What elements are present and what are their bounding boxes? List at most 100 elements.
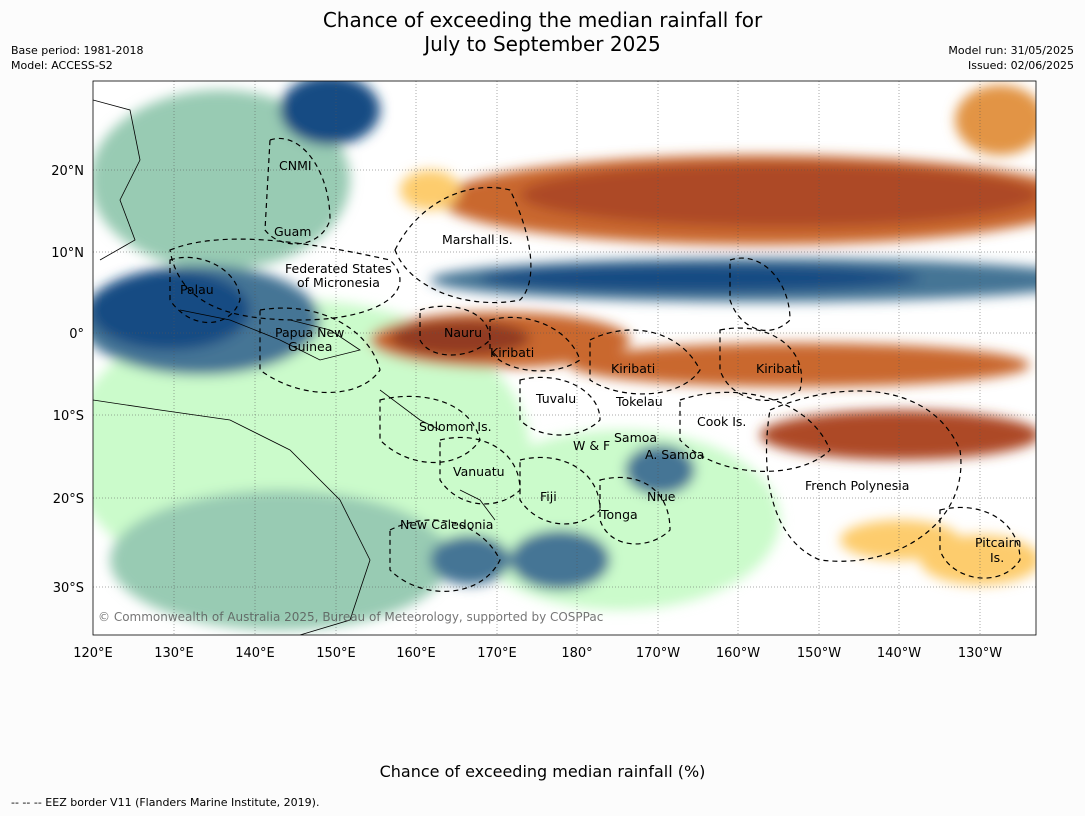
- eez-png: [259, 307, 381, 393]
- field-blue-band-core: [480, 264, 920, 292]
- eez-legend: -- -- -- EEZ border V11 (Flanders Marine…: [11, 796, 320, 809]
- graticule: [93, 81, 1036, 635]
- field-yellow-marshall: [400, 170, 460, 210]
- eez-fiji: [519, 456, 601, 525]
- field-dry-eq-core: [390, 320, 530, 356]
- field-teal-north: [93, 90, 350, 270]
- x-tick-label: 130°E: [154, 646, 194, 661]
- x-axis-ticks: 120°E 130°E 140°E 150°E 160°E 170°E 180° 170°W 1…: [73, 646, 1002, 661]
- colorbar-label: Chance of exceeding median rainfall (%): [379, 762, 706, 781]
- region-label: Kiribati: [611, 361, 655, 376]
- region-label: Federated States: [285, 261, 392, 276]
- rainfall-field: [93, 81, 1036, 630]
- title-line-2: July to September 2025: [424, 32, 661, 56]
- rainfall-map: © Commonwealth of Australia 2025, Bureau…: [51, 80, 1037, 661]
- y-axis-ticks: 20°N 10°N 0° 10°S 20°S 30°S: [51, 164, 84, 596]
- x-tick-label: 120°E: [73, 646, 113, 661]
- eez-tuvalu: [519, 376, 601, 436]
- eez-nauru: [419, 305, 491, 356]
- region-label: Vanuatu: [453, 464, 505, 479]
- coast-solomons: [379, 389, 441, 431]
- eez-palau: [169, 256, 241, 323]
- field-teal-south: [110, 490, 450, 630]
- region-label: Niue: [647, 489, 676, 504]
- eez-borders: [169, 137, 1021, 592]
- field-dry-southeast: [760, 410, 1036, 460]
- x-tick-label: 130°W: [958, 646, 1002, 661]
- meta-left: Base period: 1981-2018 Model: ACCESS-S2: [11, 43, 143, 73]
- x-tick-label: 160°E: [396, 646, 436, 661]
- model-run: Model run: 31/05/2025: [948, 44, 1074, 57]
- region-label: Papua New: [275, 325, 344, 340]
- copyright-text: © Commonwealth of Australia 2025, Bureau…: [98, 610, 603, 624]
- y-tick-label: 20°S: [53, 492, 84, 507]
- field-blue-south-1: [510, 530, 610, 590]
- region-label: CNMI: [279, 158, 312, 173]
- eez-french-polynesia: [765, 390, 962, 562]
- y-tick-label: 10°S: [53, 409, 84, 424]
- eez-line-islands: [729, 257, 791, 331]
- field-blue-west-core: [93, 270, 250, 350]
- region-label: W & F: [573, 438, 610, 453]
- region-label: of Micronesia: [297, 275, 380, 290]
- region-label: Kiribati: [490, 345, 534, 360]
- region-label: French Polynesia: [805, 478, 909, 493]
- base-period: Base period: 1981-2018: [11, 44, 144, 57]
- coastlines: [93, 99, 496, 635]
- field-blue-south-2: [430, 535, 510, 585]
- field-blue-northwest: [280, 81, 380, 145]
- coast-philippines: [93, 99, 141, 261]
- x-tick-label: 150°E: [316, 646, 356, 661]
- eez-marshall: [394, 186, 532, 304]
- region-label: Is.: [990, 550, 1004, 565]
- x-tick-label: 140°E: [235, 646, 275, 661]
- x-tick-label: 170°E: [477, 646, 517, 661]
- region-label: Fiji: [540, 489, 557, 504]
- field-blue-samoa: [625, 445, 695, 495]
- x-tick-label: 160°W: [716, 646, 760, 661]
- y-tick-label: 30°S: [53, 581, 84, 596]
- field-orange-northeast: [955, 85, 1036, 155]
- region-label: New Caledonia: [400, 517, 493, 532]
- coast-new-caledonia: [459, 489, 496, 521]
- map-frame: [92, 80, 1037, 636]
- eez-kiribati-west: [489, 316, 581, 372]
- eez-new-caledonia: [389, 519, 501, 592]
- field-dry-north-core: [520, 163, 1036, 227]
- issued-date: Issued: 02/06/2025: [967, 59, 1074, 72]
- field-dry-eq-east: [570, 343, 1030, 387]
- region-label: Palau: [180, 282, 214, 297]
- region-label: Nauru: [444, 325, 482, 340]
- region-label: Guinea: [288, 339, 332, 354]
- region-label: Samoa: [614, 430, 657, 445]
- x-tick-label: 170°W: [636, 646, 680, 661]
- x-tick-label: 140°W: [877, 646, 921, 661]
- eez-pitcairn: [939, 506, 1021, 579]
- model-name: Model: ACCESS-S2: [11, 59, 113, 72]
- x-tick-label: 150°W: [797, 646, 841, 661]
- region-label: Tuvalu: [535, 391, 576, 406]
- region-label: Cook Is.: [697, 414, 746, 429]
- region-label: Tokelau: [615, 394, 663, 409]
- eez-tonga: [599, 476, 671, 545]
- y-tick-label: 20°N: [51, 164, 84, 179]
- meta-right: Model run: 31/05/2025 Issued: 02/06/2025: [948, 43, 1074, 73]
- region-label: Tonga: [600, 507, 638, 522]
- map-canvas: © Commonwealth of Australia 2025, Bureau…: [93, 81, 1036, 635]
- coast-australia: [93, 399, 371, 635]
- region-label: Kiribati: [756, 361, 800, 376]
- region-label: A. Samoa: [645, 447, 704, 462]
- eez-cook: [679, 391, 831, 472]
- eez-kiribati-east: [719, 327, 803, 401]
- region-label: Marshall Is.: [442, 232, 513, 247]
- region-label: Solomon Is.: [419, 419, 492, 434]
- x-tick-label: 180°: [561, 646, 592, 661]
- region-label: Pitcairn: [975, 535, 1021, 550]
- y-tick-label: 10°N: [51, 246, 84, 261]
- y-tick-label: 0°: [69, 327, 84, 342]
- map-title: Chance of exceeding the median rainfall …: [0, 8, 1085, 56]
- eez-micronesia: [169, 238, 401, 321]
- title-line-1: Chance of exceeding the median rainfall …: [322, 8, 763, 32]
- coast-new-guinea: [179, 309, 361, 361]
